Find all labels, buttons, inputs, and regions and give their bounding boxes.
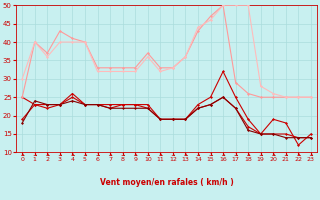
X-axis label: Vent moyen/en rafales ( km/h ): Vent moyen/en rafales ( km/h ) (100, 178, 234, 187)
